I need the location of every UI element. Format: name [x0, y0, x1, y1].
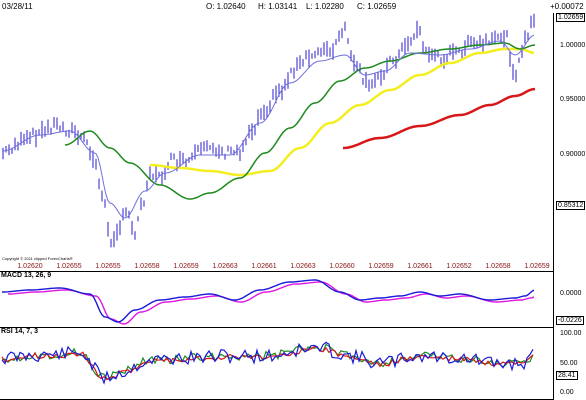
price-axis: 1.00000 0.95000 0.90000 1.02659 0.85312: [554, 13, 586, 271]
price-xaxis-label: 1.02659: [368, 263, 394, 270]
price-xaxis-label: 1.02655: [95, 263, 121, 270]
price-xaxis-label: 1.02661: [407, 263, 433, 270]
rsi-pane[interactable]: RSI 14, 7, 3 100.00 50.00 0.00 28.41: [0, 328, 586, 400]
macd-tick: 0.0000: [560, 290, 582, 297]
rsi-title: RSI 14, 7, 3: [1, 328, 38, 335]
rsi-chart-svg: [1, 341, 534, 385]
price-tick: 1.00000: [560, 42, 586, 49]
macd-signal-line: [8, 281, 535, 325]
macd-plot[interactable]: MACD 13, 26, 9: [0, 272, 554, 328]
price-tick: 0.90000: [560, 151, 586, 158]
rsi-tick: 50.00: [560, 360, 578, 367]
price-xaxis-label: 1.02655: [56, 263, 82, 270]
quote-high: H: 1.03141: [258, 2, 298, 11]
price-xaxis-label: 1.02652: [446, 263, 472, 270]
quote-close: C: 1.02659: [357, 2, 397, 11]
rsi-value-badge: 28.41: [556, 371, 578, 380]
rsi-line-red: [1, 346, 534, 381]
macd-line: [2, 279, 535, 323]
quote-low: L: 1.02280: [306, 2, 344, 11]
price-pane[interactable]: Copyright © 2011 clipped ForexCharts® 1.…: [0, 13, 586, 272]
quote-header: 03/28/11 O: 1.02640 H: 1.03141 L: 1.0228…: [0, 0, 586, 13]
price-xaxis-label: 1.02658: [134, 263, 160, 270]
quote-date: 03/28/11: [2, 2, 33, 11]
quote-open: O: 1.02640: [206, 2, 246, 11]
ma-green-line: [64, 42, 536, 200]
macd-pane[interactable]: MACD 13, 26, 9 0.0000 -0.0226: [0, 272, 586, 328]
price-xaxis-label: 1.02661: [251, 263, 277, 270]
ma-fast-line: [1, 34, 535, 219]
macd-title: MACD 13, 26, 9: [1, 272, 52, 279]
rsi-line-blue: [1, 341, 534, 385]
rsi-plot[interactable]: RSI 14, 7, 3: [0, 328, 554, 400]
price-xaxis-label: 1.02658: [485, 263, 511, 270]
price-xaxis-label: 1.02659: [524, 263, 550, 270]
macd-chart-svg: [2, 279, 535, 325]
price-xaxis-label: 1.02663: [212, 263, 238, 270]
price-chart-svg: [1, 13, 536, 248]
rsi-tick: 0.00: [560, 389, 574, 396]
macd-bottom-badge: -0.0226: [556, 316, 584, 325]
rsi-axis: 100.00 50.00 0.00 28.41: [554, 328, 586, 399]
price-plot[interactable]: Copyright © 2011 clipped ForexCharts® 1.…: [0, 13, 554, 272]
price-xaxis-label: 1.02620: [17, 263, 43, 270]
price-bars: [2, 13, 535, 248]
price-xaxis-label: 1.02660: [329, 263, 355, 270]
copyright-text: Copyright © 2011 clipped ForexCharts®: [2, 256, 73, 261]
rsi-tick: 100.00: [560, 330, 582, 337]
quote-change: +0.00072: [550, 2, 584, 11]
price-xaxis-label: 1.02663: [290, 263, 316, 270]
last-price-badge: 1.02659: [556, 13, 586, 22]
price-xaxis-label: 1.02659: [173, 263, 199, 270]
macd-axis: 0.0000 -0.0226: [554, 272, 586, 327]
price-tick: 0.95000: [560, 96, 586, 103]
ma-red-line: [342, 87, 536, 150]
ma-yellow-line: [150, 47, 535, 177]
marker-badge: 0.85312: [556, 201, 586, 210]
